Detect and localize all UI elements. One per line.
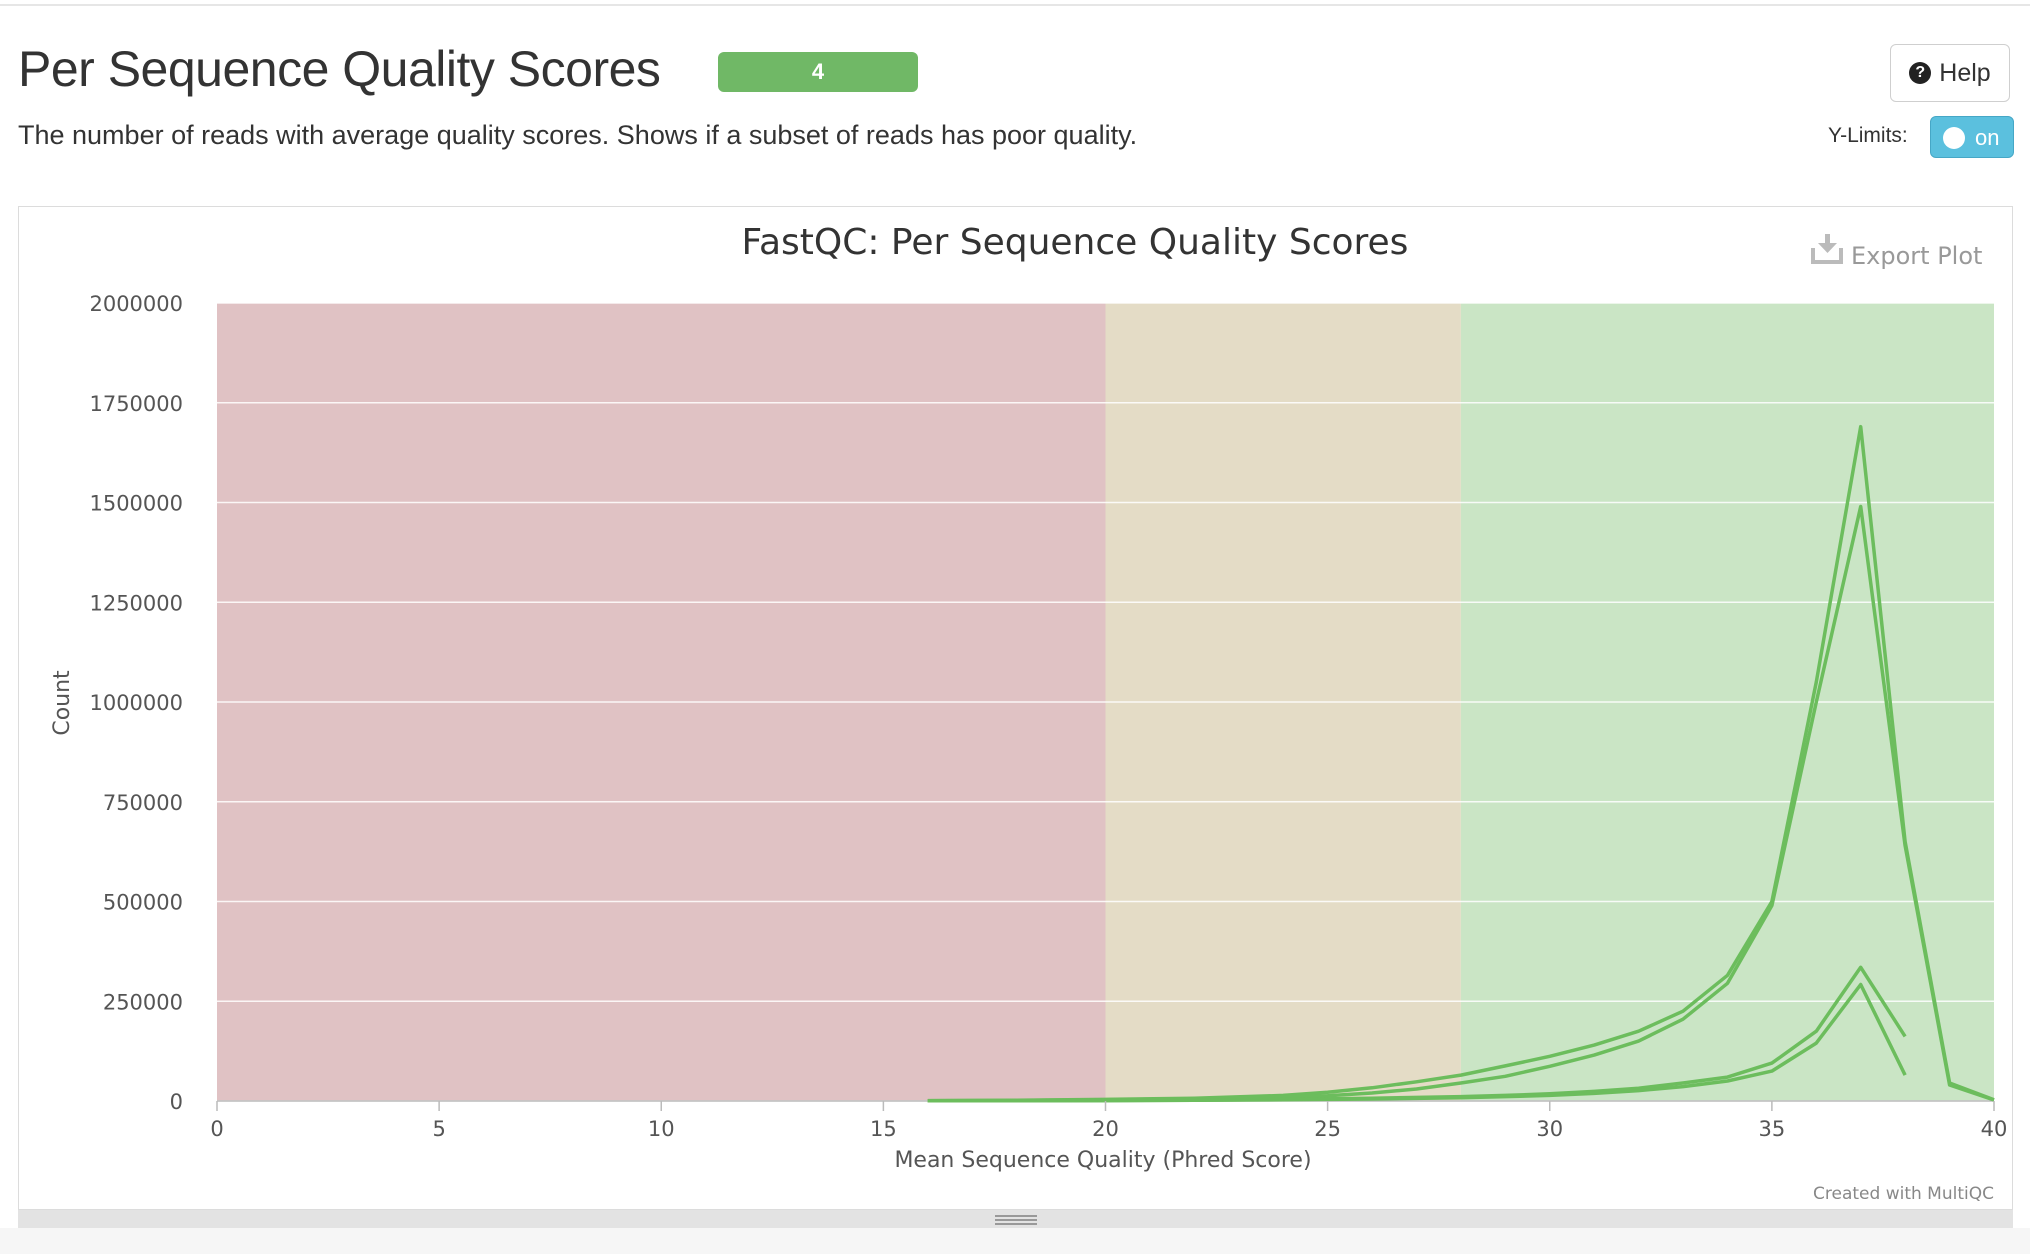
chart-title: FastQC: Per Sequence Quality Scores	[742, 222, 1409, 263]
y-tick-label: 1250000	[89, 591, 183, 615]
x-axis-label: Mean Sequence Quality (Phred Score)	[894, 1148, 1311, 1173]
x-tick-label: 30	[1536, 1117, 1563, 1141]
help-button[interactable]: ? Help	[1890, 44, 2010, 102]
section-description: The number of reads with average quality…	[18, 120, 1138, 150]
x-tick-label: 15	[870, 1117, 897, 1141]
toggle-state: on	[1975, 125, 2000, 150]
export-plot-label: Export Plot	[1851, 242, 1982, 270]
ylimits-toggle[interactable]: on	[1930, 116, 2014, 158]
y-tick-label: 1750000	[89, 392, 183, 416]
page-bottom	[0, 1228, 2030, 1254]
series-line-4	[927, 982, 1907, 1103]
y-tick-label: 1000000	[89, 691, 183, 715]
ylimits-label: Y-Limits:	[1828, 124, 1908, 147]
plot-container: 0 5 10 15 20 25 30 35 40 0 250000 500000 750000 1000…	[18, 206, 2013, 1210]
y-tick-label: 2000000	[89, 292, 183, 316]
y-tick-label: 0	[170, 1090, 183, 1114]
download-icon	[1811, 234, 1843, 264]
x-tick-label: 40	[1981, 1117, 2008, 1141]
x-tick-label: 35	[1759, 1117, 1786, 1141]
status-badge[interactable]: 4	[718, 52, 918, 92]
export-plot-button[interactable]: Export Plot	[1811, 234, 1982, 270]
help-label: Help	[1939, 58, 1991, 87]
x-tick-label: 0	[210, 1117, 223, 1141]
x-tick-label: 5	[432, 1117, 445, 1141]
section-title: Per Sequence Quality Scores	[18, 41, 661, 97]
multiqc-credit[interactable]: Created with MultiQC	[1813, 1184, 1994, 1204]
y-tick-label: 250000	[103, 990, 183, 1014]
y-tick-label: 500000	[103, 891, 183, 915]
top-divider	[0, 0, 2030, 6]
x-tick-label: 20	[1092, 1117, 1119, 1141]
x-tick-label: 10	[648, 1117, 675, 1141]
question-circle-icon: ?	[1909, 62, 1932, 84]
toggle-knob	[1943, 127, 1965, 149]
plot-resize-handle[interactable]	[18, 1210, 2013, 1228]
grip-icon	[994, 1215, 1037, 1227]
x-tick-label: 25	[1314, 1117, 1341, 1141]
line-chart: 0 5 10 15 20 25 30 35 40 0 250000 500000 750000 1000…	[50, 222, 2008, 1204]
y-axis-label: Count	[50, 670, 75, 736]
y-tick-label: 750000	[103, 791, 183, 815]
y-tick-label: 1500000	[89, 492, 183, 516]
